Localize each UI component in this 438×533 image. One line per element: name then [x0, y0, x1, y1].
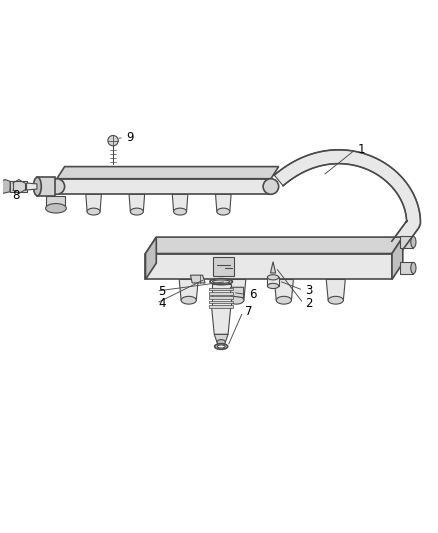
Polygon shape: [274, 150, 420, 249]
Text: 2: 2: [305, 297, 313, 310]
Polygon shape: [274, 279, 293, 300]
Polygon shape: [129, 195, 145, 212]
Text: 6: 6: [249, 288, 257, 301]
Ellipse shape: [173, 208, 187, 215]
Ellipse shape: [33, 177, 41, 196]
Ellipse shape: [215, 344, 228, 349]
Polygon shape: [212, 257, 234, 276]
Text: 1: 1: [357, 143, 365, 156]
Polygon shape: [270, 262, 276, 273]
Ellipse shape: [411, 237, 416, 248]
Polygon shape: [212, 308, 231, 334]
Polygon shape: [86, 195, 101, 212]
Polygon shape: [231, 287, 244, 297]
Ellipse shape: [276, 296, 291, 304]
Ellipse shape: [217, 340, 225, 345]
Polygon shape: [215, 195, 231, 212]
Ellipse shape: [131, 208, 143, 215]
Ellipse shape: [268, 274, 279, 280]
Polygon shape: [57, 179, 271, 195]
Ellipse shape: [46, 204, 66, 213]
Polygon shape: [27, 183, 37, 190]
Polygon shape: [46, 196, 66, 208]
Polygon shape: [326, 279, 345, 300]
Ellipse shape: [49, 179, 65, 195]
Ellipse shape: [263, 179, 279, 195]
Ellipse shape: [210, 279, 233, 285]
Text: 8: 8: [12, 189, 20, 201]
Polygon shape: [10, 181, 27, 192]
Polygon shape: [214, 334, 228, 342]
Polygon shape: [227, 279, 246, 300]
Polygon shape: [209, 288, 233, 290]
Polygon shape: [57, 167, 279, 179]
Polygon shape: [145, 237, 403, 254]
Ellipse shape: [217, 345, 225, 348]
Polygon shape: [37, 177, 55, 196]
Polygon shape: [145, 237, 156, 279]
Polygon shape: [145, 254, 392, 279]
Text: 7: 7: [245, 305, 252, 318]
Ellipse shape: [217, 208, 230, 215]
Polygon shape: [268, 277, 279, 286]
Text: 4: 4: [159, 297, 166, 310]
Polygon shape: [399, 237, 413, 248]
Text: 9: 9: [126, 131, 134, 144]
Ellipse shape: [411, 262, 416, 273]
Polygon shape: [179, 279, 198, 300]
Polygon shape: [399, 262, 413, 273]
Ellipse shape: [87, 208, 100, 215]
Polygon shape: [209, 296, 233, 299]
Polygon shape: [209, 305, 233, 308]
Polygon shape: [212, 284, 231, 308]
Ellipse shape: [229, 296, 244, 304]
Polygon shape: [209, 301, 233, 303]
Ellipse shape: [181, 296, 196, 304]
Polygon shape: [209, 292, 233, 295]
Circle shape: [108, 135, 118, 146]
Polygon shape: [392, 237, 403, 279]
Polygon shape: [0, 180, 10, 193]
Ellipse shape: [328, 296, 343, 304]
Text: 5: 5: [159, 285, 166, 297]
Text: 3: 3: [305, 284, 313, 297]
Polygon shape: [191, 275, 205, 283]
Polygon shape: [172, 195, 188, 212]
Ellipse shape: [212, 280, 230, 284]
Ellipse shape: [268, 284, 279, 288]
